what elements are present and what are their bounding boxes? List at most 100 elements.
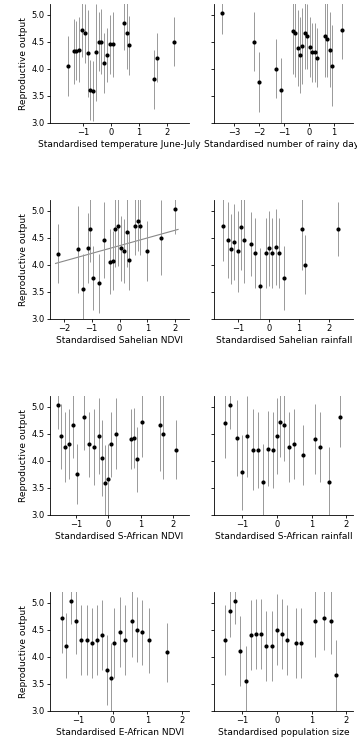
Point [322,31,328,42]
X-axis label: Standardised population size: Standardised population size [218,728,350,737]
Point [85,243,90,254]
Point [278,84,284,96]
Point [221,219,226,231]
X-axis label: Standardised E-African NDVI: Standardised E-African NDVI [56,728,183,737]
Point [135,454,140,466]
Point [281,420,287,432]
Point [151,74,157,86]
Point [90,272,96,284]
Point [124,226,129,238]
Point [242,234,247,246]
Point [312,615,318,627]
Point [63,640,69,652]
Point [305,31,310,42]
Point [231,236,237,248]
Point [126,254,132,266]
Point [96,278,101,289]
Point [274,623,280,635]
Point [337,411,342,423]
Point [285,635,290,647]
Point [266,243,272,254]
Point [172,204,178,216]
Point [260,476,266,488]
Point [232,595,238,607]
Point [234,432,240,443]
Point [75,243,81,255]
Point [307,41,313,53]
Point [114,428,119,440]
Point [336,223,341,235]
Point [263,640,269,652]
Point [96,430,101,442]
Y-axis label: Reproductive output: Reproductive output [19,408,29,501]
Point [117,626,122,638]
Point [85,48,90,60]
Point [71,45,76,57]
Point [79,635,84,647]
Point [126,39,132,51]
Point [94,635,100,647]
Point [238,221,244,233]
Point [110,38,115,50]
Point [291,438,297,450]
Point [269,247,275,259]
Point [333,670,339,682]
Point [279,628,285,640]
Point [297,49,303,61]
Point [87,223,93,235]
Point [269,640,275,652]
Point [248,629,253,641]
Point [145,245,150,257]
Point [139,416,145,428]
Point [104,49,110,61]
Point [257,280,262,292]
Point [112,223,118,235]
Point [55,248,61,260]
Point [326,476,332,488]
Point [228,243,234,255]
Point [121,245,127,257]
Point [159,231,164,243]
Point [139,626,145,638]
Point [129,615,135,627]
Y-axis label: Reproductive output: Reproductive output [19,16,29,109]
Point [91,441,96,453]
Point [68,595,74,607]
Point [74,45,79,57]
Point [255,443,261,455]
Point [99,629,105,641]
Point [66,438,72,450]
Point [273,241,279,253]
Point [157,420,163,432]
Point [227,399,233,411]
Point [87,84,93,96]
Point [274,430,280,442]
Point [315,52,320,64]
Point [219,7,225,19]
Point [250,443,255,455]
Point [146,635,152,647]
Point [253,628,259,640]
Point [321,612,327,623]
Point [164,647,170,658]
Point [109,438,114,450]
Point [124,28,129,39]
Y-axis label: Reproductive output: Reproductive output [19,213,29,306]
Point [99,36,104,48]
Point [81,411,87,423]
Point [171,36,177,48]
Point [248,238,253,250]
Point [107,256,113,268]
Point [86,438,92,450]
Point [75,468,80,480]
Point [293,637,299,649]
Point [239,466,245,478]
X-axis label: Standardised Sahelian rainfall: Standardised Sahelian rainfall [216,336,352,345]
Point [251,36,257,48]
Point [243,675,248,687]
Point [137,219,143,231]
Point [300,40,305,52]
Point [340,24,345,36]
Point [154,52,160,64]
Point [273,62,279,74]
